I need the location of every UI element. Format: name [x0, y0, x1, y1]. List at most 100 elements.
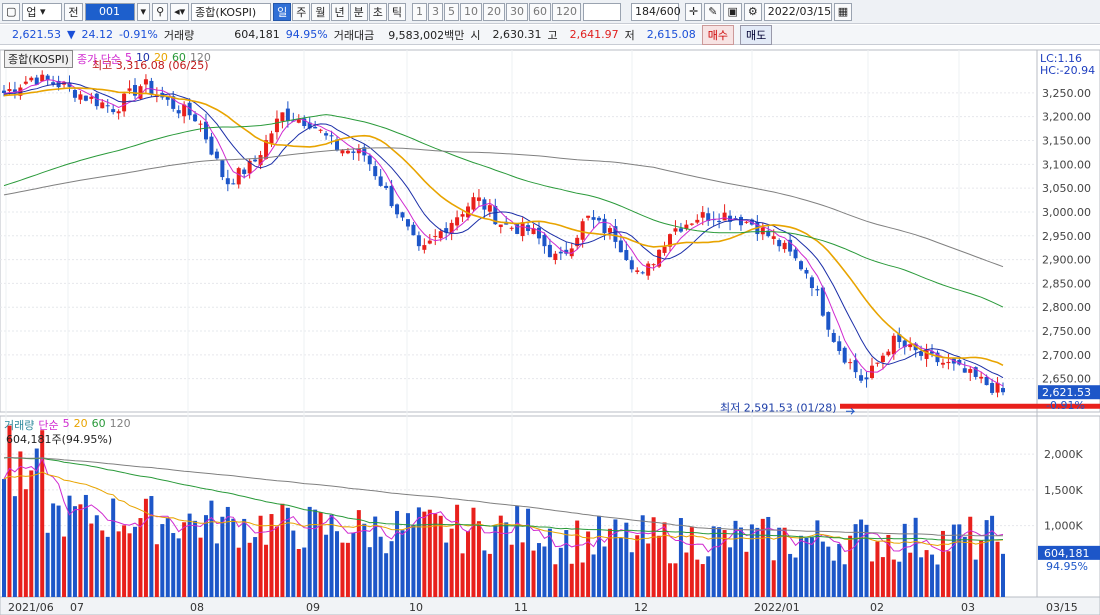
volume-ratio: 94.95%	[285, 28, 328, 41]
candle-body	[919, 351, 924, 356]
candle-body	[384, 185, 389, 189]
volume-bar	[711, 526, 716, 597]
interval-tab-10[interactable]: 10	[460, 2, 483, 21]
volume-bar	[378, 536, 383, 597]
candle-body	[864, 377, 869, 380]
volume-bar	[7, 425, 12, 597]
code-input[interactable]: 001	[84, 2, 135, 21]
volume-bar	[646, 543, 651, 597]
volume-bar	[236, 547, 241, 597]
save-icon[interactable]: ▣	[723, 2, 742, 21]
price-tick-label: 3,100.00	[1042, 158, 1091, 171]
x-tick-label: 07	[70, 601, 84, 614]
candle-body	[29, 77, 34, 81]
volume-bar	[78, 504, 83, 597]
period-tab-5[interactable]: 초	[368, 2, 387, 21]
interval-tab-120[interactable]: 120	[552, 2, 582, 21]
interval-tab-60[interactable]: 60	[529, 2, 552, 21]
quote-type[interactable]: 전	[64, 2, 83, 21]
volume-bar	[738, 527, 743, 597]
volume-bar	[902, 523, 907, 597]
candle-body	[618, 240, 623, 253]
period-tab-1[interactable]: 주	[292, 2, 311, 21]
volume-bar	[706, 556, 711, 597]
period-tab-4[interactable]: 분	[349, 2, 368, 21]
volume-bar	[531, 550, 536, 597]
candle-body	[45, 75, 50, 81]
volume-bar	[602, 546, 607, 597]
gear-icon[interactable]: ⚙	[743, 2, 762, 21]
volume-bar	[313, 509, 318, 597]
volume-bar	[280, 503, 285, 597]
candle-body	[924, 350, 929, 359]
search-icon[interactable]: ⚲	[152, 2, 169, 21]
sell-button[interactable]: 매도	[740, 24, 773, 45]
candle-body	[34, 77, 39, 85]
candle-body	[662, 246, 667, 253]
candle-body	[760, 227, 765, 235]
period-tab-6[interactable]: 틱	[387, 2, 407, 21]
volume-bar	[831, 560, 836, 597]
candle-body	[973, 367, 978, 377]
date-field[interactable]: 2022/03/15	[763, 2, 832, 21]
chart-area[interactable]: 3,250.00 3,200.00 3,150.00 3,100.00 3,050.00…	[0, 46, 1100, 615]
dropdown-icon[interactable]: ▾	[136, 2, 151, 21]
volume-bar	[466, 531, 471, 597]
ma-120-label: 120	[189, 51, 211, 64]
candle-body	[536, 227, 541, 239]
volume-ma-label: 단순	[38, 419, 59, 432]
candle-body	[657, 249, 662, 267]
crosshair-icon[interactable]: ✛	[685, 2, 703, 21]
interval-tab-1[interactable]: 1	[412, 2, 428, 21]
low-value: 2,615.08	[646, 28, 696, 41]
volume-bar	[51, 503, 56, 597]
candle-body	[466, 206, 471, 218]
volume-bar	[908, 552, 913, 597]
sound-icon[interactable]: ◂▾	[170, 2, 190, 21]
buy-button[interactable]: 매수	[701, 24, 734, 45]
volume-bar	[755, 527, 760, 597]
candle-body	[449, 222, 454, 234]
volume-tick-label: 2,000K	[1044, 448, 1083, 461]
lc-label: LC:1.16	[1040, 52, 1082, 65]
market-select[interactable]: 업 ▾	[22, 2, 63, 21]
volume-bar	[498, 515, 503, 597]
volume-bar	[657, 535, 662, 597]
ma-10-label: 10	[135, 51, 150, 64]
interval-tab-20[interactable]: 20	[483, 2, 506, 21]
candle-body	[40, 74, 45, 82]
candle-body	[149, 80, 154, 95]
tools-icon[interactable]: ✎	[704, 2, 722, 21]
calendar-icon[interactable]: ▦	[833, 2, 853, 21]
interval-tab-5[interactable]: 5	[444, 2, 460, 21]
chart-title-box[interactable]: 종합(KOSPI)	[4, 50, 73, 68]
interval-tab-3[interactable]: 3	[428, 2, 444, 21]
volume-bar	[618, 538, 623, 597]
volume-bar	[72, 506, 77, 597]
candle-body	[487, 205, 492, 212]
volume-bar	[165, 518, 170, 597]
interval-tab-30[interactable]: 30	[506, 2, 529, 21]
volume-bar	[231, 518, 236, 597]
volume-bar	[597, 515, 602, 597]
period-tab-0[interactable]: 일	[273, 2, 292, 21]
volume-ma-20-line	[3, 471, 1004, 547]
period-tab-3[interactable]: 년	[330, 2, 349, 21]
volume-bar	[848, 535, 853, 597]
candle-body	[793, 249, 798, 259]
high-value: 2,641.97	[569, 28, 619, 41]
candle-body	[646, 263, 651, 276]
volume-bar	[389, 541, 394, 597]
count-field[interactable]: 184/600	[631, 2, 681, 21]
volume-bar	[717, 527, 722, 597]
ma-60-line	[3, 114, 1004, 308]
window-icon[interactable]: ▢	[2, 2, 21, 21]
volume-bar	[558, 547, 563, 597]
interval-input[interactable]	[583, 2, 622, 21]
candle-body	[444, 228, 449, 233]
period-tab-2[interactable]: 월	[311, 2, 330, 21]
volume-bar	[640, 515, 645, 597]
volume-bar	[968, 516, 973, 597]
volume-bar	[411, 525, 416, 597]
price-tick-label: 2,850.00	[1042, 277, 1091, 290]
